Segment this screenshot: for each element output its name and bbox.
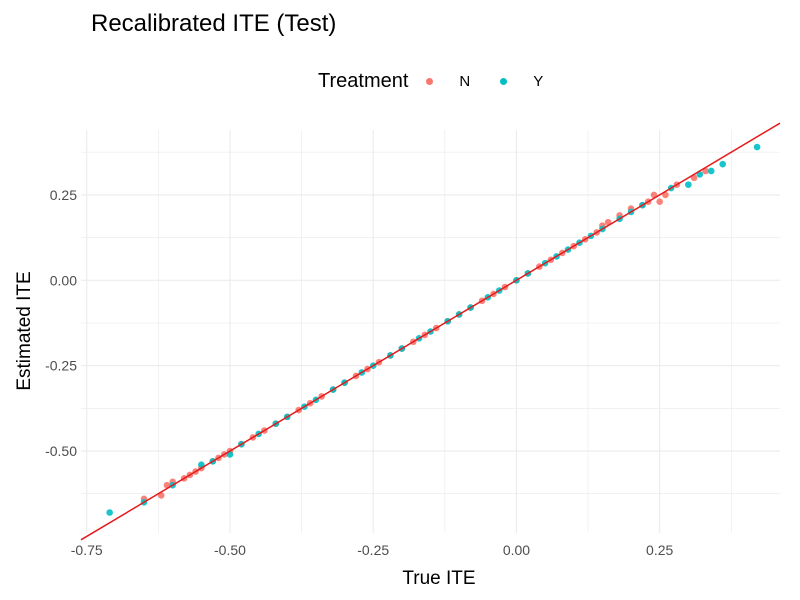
y-axis-title: Estimated ITE [14, 271, 35, 390]
y-tick-label: -0.50 [45, 443, 77, 459]
x-tick-label: -0.25 [357, 542, 389, 558]
x-tick-label: -0.50 [214, 542, 246, 558]
y-tick-label: 0.25 [50, 187, 77, 203]
legend-entry-n: N [426, 73, 470, 90]
legend-key-y [500, 77, 508, 85]
grid [81, 130, 780, 533]
x-axis-title: True ITE [402, 568, 475, 589]
reference-line [80, 122, 781, 541]
legend-title: Treatment [318, 69, 409, 92]
legend-key-n [426, 77, 434, 85]
x-axis-ticks: -0.75 -0.50 -0.25 0.00 0.25 [71, 542, 674, 558]
identity-line [80, 122, 781, 541]
legend: Treatment N Y [318, 68, 573, 94]
data-point-y [685, 181, 692, 188]
y-tick-label: 0.00 [50, 272, 77, 288]
data-point-y [753, 143, 761, 151]
legend-entry-y: Y [500, 73, 543, 90]
legend-label-y: Y [533, 72, 544, 90]
y-tick-label: -0.25 [45, 358, 77, 374]
x-tick-label: -0.75 [71, 542, 103, 558]
legend-label-n: N [459, 72, 471, 90]
data-point-y [719, 160, 727, 168]
data-point-y [106, 509, 113, 516]
data-point-n [656, 198, 663, 206]
chart-title: Recalibrated ITE (Test) [91, 10, 337, 37]
x-tick-label: 0.00 [503, 542, 530, 558]
y-axis-ticks: -0.50 -0.25 0.00 0.25 [45, 187, 77, 459]
data-point-y [707, 167, 715, 175]
x-tick-label: 0.25 [646, 542, 673, 558]
